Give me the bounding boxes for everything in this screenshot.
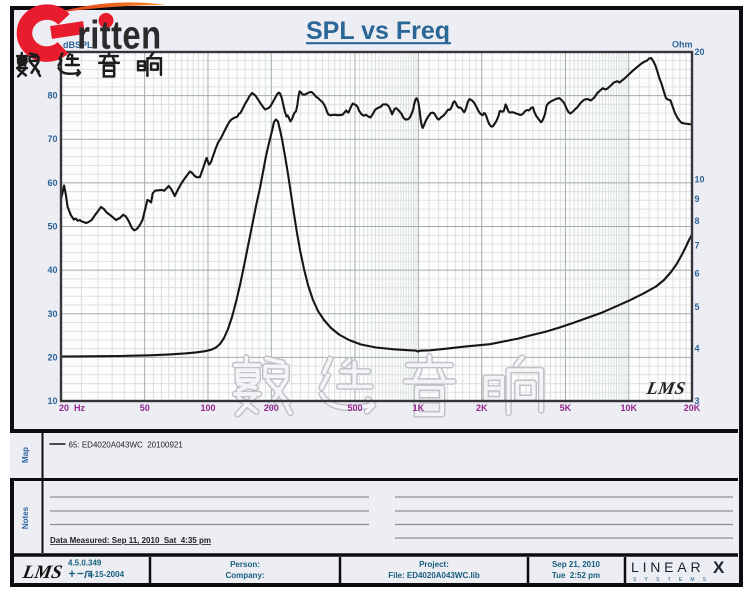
svg-text:Person:: Person: <box>230 560 260 569</box>
svg-text:7: 7 <box>695 240 700 250</box>
svg-text:40: 40 <box>47 265 57 275</box>
svg-text:10K: 10K <box>620 403 637 413</box>
svg-text:SPL vs Freq: SPL vs Freq <box>306 17 450 45</box>
svg-text:2K: 2K <box>476 403 488 413</box>
svg-text:8: 8 <box>695 216 700 226</box>
svg-text:30: 30 <box>47 309 57 319</box>
svg-text:SYSTEMS: SYSTEMS <box>633 577 714 583</box>
svg-text:60: 60 <box>47 178 57 188</box>
svg-text:Company:: Company: <box>225 571 264 580</box>
svg-text:70: 70 <box>47 134 57 144</box>
svg-text:5K: 5K <box>560 403 572 413</box>
svg-text:100: 100 <box>200 403 215 413</box>
svg-text:LINEAR: LINEAR <box>631 559 704 575</box>
svg-text:Notes: Notes <box>21 506 30 529</box>
svg-text:50: 50 <box>47 222 57 232</box>
svg-text:4.5.0.349: 4.5.0.349 <box>68 559 102 568</box>
svg-text:65: ED4020A043WC 20100921: 65: ED4020A043WC 20100921 <box>69 441 184 450</box>
svg-text:10: 10 <box>47 396 57 406</box>
svg-text:20K: 20K <box>684 403 701 413</box>
svg-text:200: 200 <box>264 403 279 413</box>
svg-text:Sep 21, 2010: Sep 21, 2010 <box>552 560 601 569</box>
svg-text:ritten: ritten <box>77 12 161 57</box>
svg-text:File: ED4020A043WC.lib: File: ED4020A043WC.lib <box>388 571 480 580</box>
svg-text:dBSPL: dBSPL <box>63 40 93 50</box>
svg-text:6: 6 <box>695 269 700 279</box>
svg-text:10: 10 <box>695 175 705 185</box>
svg-text:LMS: LMS <box>644 378 687 398</box>
svg-text:20: 20 <box>695 47 705 57</box>
svg-text:Data Measured: Sep 11, 2010 S: Data Measured: Sep 11, 2010 Sat 4:35 pm <box>50 536 211 545</box>
svg-text:Ohm: Ohm <box>672 40 693 50</box>
svg-text:80: 80 <box>47 91 57 101</box>
svg-text:X: X <box>713 558 725 577</box>
svg-text:Tue 2:52 pm: Tue 2:52 pm <box>552 571 600 580</box>
svg-text:LMS: LMS <box>20 562 64 583</box>
svg-text:-15-2004: -15-2004 <box>92 570 125 579</box>
svg-text:9: 9 <box>695 194 700 204</box>
svg-text:Project:: Project: <box>419 560 449 569</box>
svg-text:500: 500 <box>347 403 362 413</box>
svg-text:50: 50 <box>140 403 150 413</box>
svg-text:1K: 1K <box>413 403 425 413</box>
svg-text:3: 3 <box>695 396 700 406</box>
svg-text:Map: Map <box>21 447 30 463</box>
svg-text:4: 4 <box>695 343 700 353</box>
svg-text:20: 20 <box>47 352 57 362</box>
svg-text:5: 5 <box>695 302 700 312</box>
svg-text:20 Hz: 20 Hz <box>59 403 86 413</box>
